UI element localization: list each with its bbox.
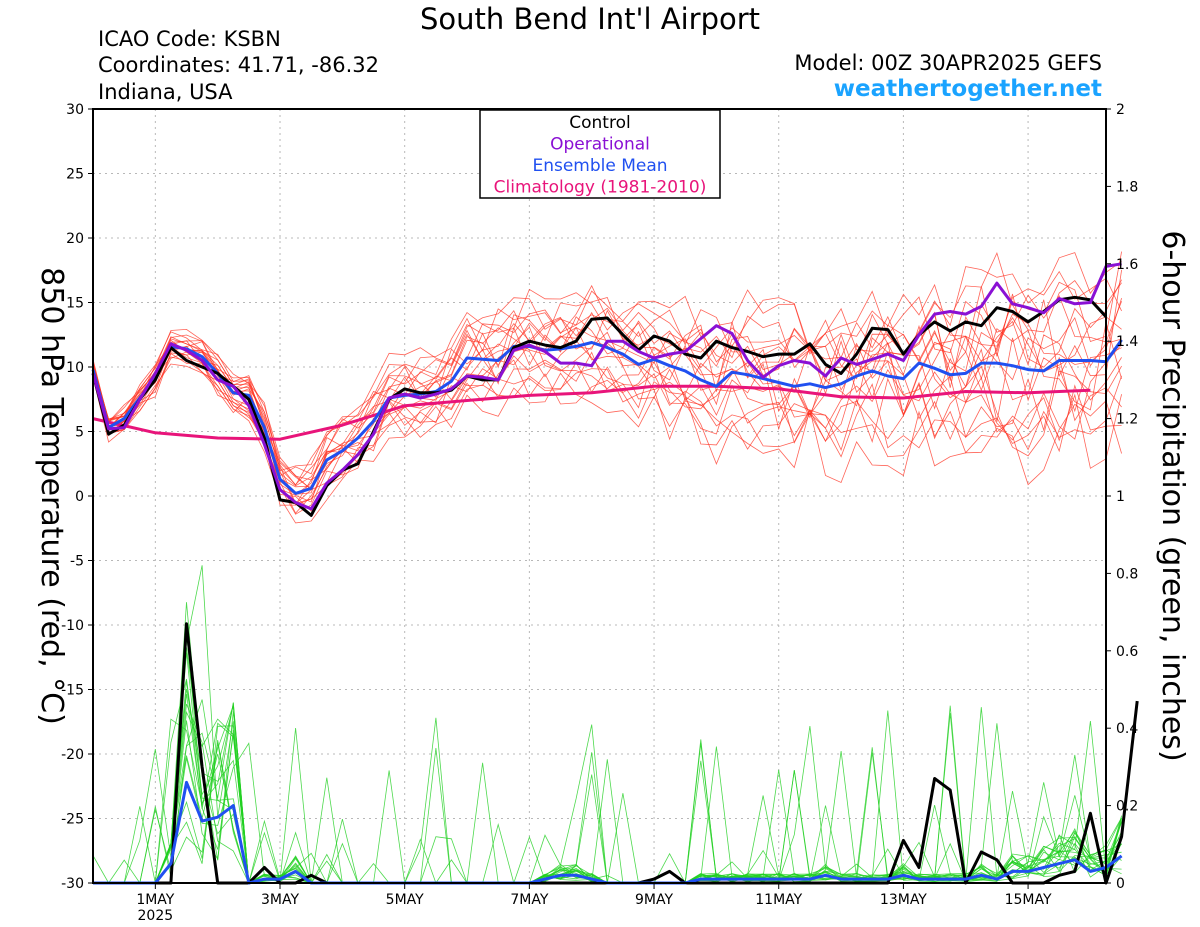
- x-tick-label: 9MAY: [635, 892, 673, 908]
- left-tick-label: 15: [66, 296, 84, 312]
- right-tick-label: 0.2: [1116, 799, 1138, 815]
- left-tick-label: 5: [75, 425, 84, 441]
- x-tick-label: 1MAY: [136, 892, 174, 908]
- grid: [93, 109, 1106, 883]
- right-tick-label: 0.6: [1116, 644, 1138, 660]
- right-axis-title: 6-hour Precipitation (green, inches): [1155, 230, 1190, 761]
- x-tick-label: 13MAY: [880, 892, 927, 908]
- x-tick-label: 15MAY: [1005, 892, 1052, 908]
- left-tick-label: -20: [61, 747, 84, 763]
- precip-member-line: [93, 680, 1122, 884]
- legend-entry: Ensemble Mean: [532, 156, 667, 176]
- temp-member-line: [92, 326, 1122, 495]
- right-tick-label: 1.8: [1116, 179, 1138, 195]
- temp-member-line: [92, 335, 1122, 506]
- precip-member-line: [93, 693, 1122, 884]
- left-tick-label: -25: [61, 812, 84, 828]
- right-tick-label: 2: [1116, 102, 1125, 118]
- temp-ensemble-mean-line: [91, 339, 1123, 495]
- brand-link[interactable]: weathertogether.net: [833, 76, 1102, 102]
- precip-member-line: [93, 703, 1122, 884]
- icao-code: ICAO Code: KSBN: [98, 27, 281, 51]
- right-tick-label: 1.2: [1116, 412, 1138, 428]
- precip-member-line: [93, 602, 1122, 884]
- temp-climatology-line: [92, 384, 1091, 441]
- right-tick-label: 1.4: [1116, 334, 1138, 350]
- right-tick-label: 1: [1116, 489, 1125, 505]
- right-tick-label: 0.8: [1116, 566, 1138, 582]
- left-tick-label: 25: [66, 167, 84, 183]
- left-tick-label: 10: [66, 360, 84, 376]
- temp-member-line: [92, 269, 1122, 496]
- precip-ensemble-mean-line: [93, 780, 1123, 885]
- chart-title: South Bend Int'l Airport: [419, 2, 761, 36]
- precip-member-line: [93, 647, 1122, 884]
- x-tick-label: 7MAY: [510, 892, 548, 908]
- left-axis-title: 850 hPa Temperature (red, °C): [34, 267, 69, 725]
- precip-member-line: [93, 713, 1122, 885]
- left-tick-label: -30: [61, 876, 84, 892]
- left-tick-label: -10: [61, 618, 84, 634]
- x-tick-label: 5MAY: [386, 892, 424, 908]
- x-tick-label: 11MAY: [755, 892, 802, 908]
- temp-control-line: [91, 295, 1108, 517]
- precip-member-line: [93, 632, 1122, 884]
- coordinates: Coordinates: 41.71, -86.32: [98, 53, 379, 77]
- axes: -30-25-20-15-10-505101520253000.20.40.60…: [34, 102, 1190, 924]
- legend-entry: Climatology (1981-2010): [494, 178, 707, 198]
- temp-member-line: [92, 344, 1122, 505]
- temp-operational-line: [91, 262, 1122, 511]
- precip-member-line: [93, 707, 1122, 884]
- legend-box: [479, 109, 721, 199]
- temp-member-line: [92, 279, 1122, 486]
- precip-member-line: [93, 699, 1122, 885]
- x-tick-label: 3MAY: [261, 892, 299, 908]
- precip-member-line: [93, 652, 1122, 884]
- right-tick-label: 0: [1116, 876, 1125, 892]
- temp-member-line: [92, 352, 1122, 524]
- precip-member-line: [92, 710, 1122, 885]
- left-tick-label: -15: [61, 683, 84, 699]
- model-run: Model: 00Z 30APR2025 GEFS: [794, 51, 1102, 75]
- right-tick-label: 1.6: [1116, 257, 1138, 273]
- precip-member-line: [93, 565, 1122, 884]
- precip-member-line: [93, 688, 1122, 884]
- right-tick-label: 0.4: [1116, 721, 1138, 737]
- precip-member-line: [93, 711, 1122, 884]
- temp-member-line: [92, 252, 1122, 472]
- x-tick-sublabel: 2025: [138, 908, 174, 924]
- location: Indiana, USA: [98, 80, 233, 104]
- temp-member-line: [92, 297, 1122, 504]
- legend-entry: Operational: [550, 135, 650, 155]
- left-tick-label: 0: [75, 489, 84, 505]
- precip-member-line: [93, 678, 1122, 884]
- left-tick-label: -5: [70, 554, 84, 570]
- precip-member-line: [93, 705, 1122, 884]
- precip-member-line: [93, 702, 1122, 885]
- left-tick-label: 30: [66, 102, 84, 118]
- legend-entry: Control: [569, 113, 630, 133]
- temp-member-line: [92, 314, 1122, 487]
- left-tick-label: 20: [66, 231, 84, 247]
